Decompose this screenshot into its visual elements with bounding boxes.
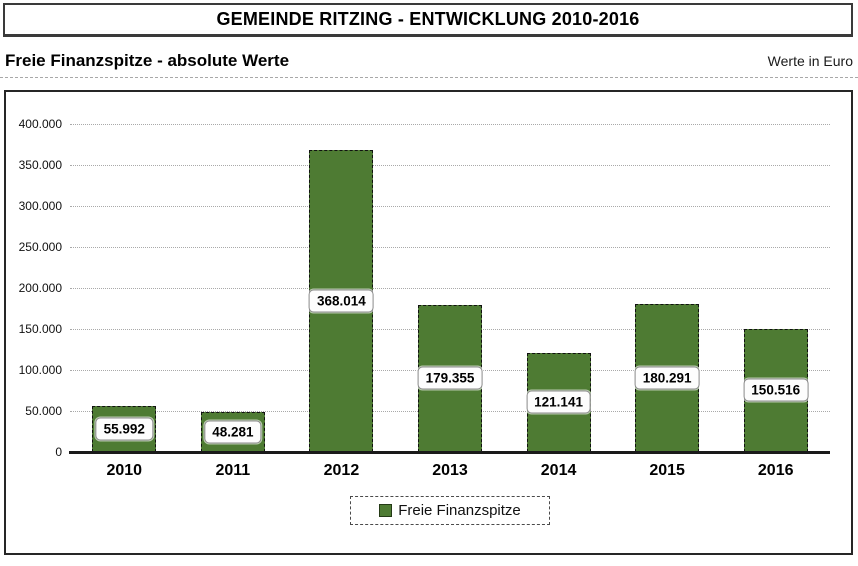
x-axis-tick-label: 2013	[432, 462, 468, 479]
value-label-2013: 179.355	[417, 366, 483, 390]
gridline	[70, 206, 830, 207]
y-axis-tick-label: 300.000	[18, 199, 62, 213]
report-title-box: GEMEINDE RITZING - ENTWICKLUNG 2010-2016	[3, 3, 853, 37]
value-label-2015: 180.291	[634, 366, 700, 390]
gridline	[70, 165, 830, 166]
value-label-2011: 48.281	[204, 420, 262, 444]
legend-row: Freie Finanzspitze	[70, 496, 830, 525]
value-label-2016: 150.516	[743, 378, 809, 402]
x-axis-tick-label: 2011	[215, 462, 251, 479]
y-axis-tick-label: 250.000	[18, 240, 62, 254]
value-label-2010: 55.992	[95, 417, 153, 441]
value-label-2014: 121.141	[526, 390, 591, 414]
x-axis-tick-label: 2012	[323, 462, 360, 479]
y-axis-tick-label: 350.000	[18, 158, 62, 172]
y-axis-tick-label: 50.000	[25, 404, 62, 418]
chart-subtitle: Freie Finanzspitze - absolute Werte	[5, 50, 290, 70]
x-axis-tick-label: 2016	[757, 462, 794, 479]
report-title: GEMEINDE RITZING - ENTWICKLUNG 2010-2016	[216, 9, 640, 29]
x-axis-tick-label: 2010	[106, 462, 143, 479]
value-label-2012: 368.014	[309, 289, 374, 313]
gridline	[70, 247, 830, 248]
legend-swatch-icon	[379, 504, 393, 517]
y-axis-tick-label: 100.000	[18, 363, 62, 377]
legend-box: Freie Finanzspitze	[350, 496, 550, 525]
x-axis-line	[69, 451, 830, 454]
plot-area: 55.992 48.281 368.014 179.355 121.141 180.291…	[69, 124, 830, 454]
gridline	[70, 288, 830, 289]
y-axis-tick-label: 0	[55, 445, 62, 459]
y-axis-tick-label: 150.000	[18, 322, 62, 336]
gridline	[70, 124, 830, 125]
x-axis-tick-label: 2014	[540, 462, 577, 479]
y-axis-tick-label: 200.000	[18, 281, 62, 295]
x-axis-tick-label: 2015	[649, 462, 685, 479]
y-axis-tick-label: 400.000	[18, 117, 62, 131]
unit-label: Werte in Euro	[767, 52, 853, 69]
chart-header-row: Freie Finanzspitze - absolute Werte Wert…	[0, 44, 858, 78]
legend-label: Freie Finanzspitze	[398, 502, 521, 519]
chart-container: 55.992 48.281 368.014 179.355 121.141 180.291…	[4, 90, 853, 555]
